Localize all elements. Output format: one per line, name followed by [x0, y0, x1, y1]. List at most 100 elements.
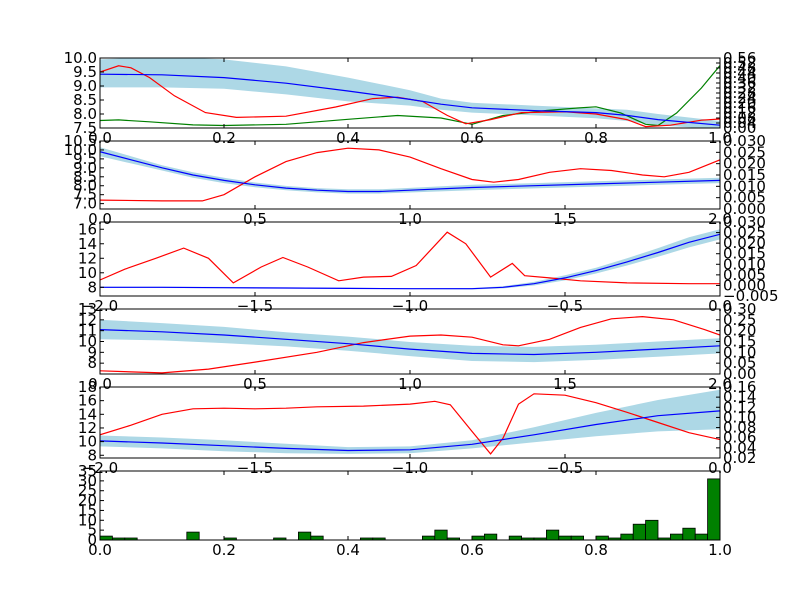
y-tick-label: 13 — [78, 300, 97, 318]
plot-area — [100, 147, 720, 202]
x-tick-label: −2.0 — [82, 459, 118, 477]
x-tick-label: 0.0 — [708, 459, 732, 477]
x-tick-label: −1.0 — [392, 297, 428, 315]
y2-tick-label: 0.10 — [723, 408, 756, 426]
histogram-bar — [558, 535, 572, 540]
y-tick-label: 12 — [78, 311, 97, 329]
y-tick-label: 8.5 — [73, 91, 97, 109]
y-tick-label: 12 — [78, 419, 97, 437]
x-tick-label: 0.0 — [88, 541, 112, 559]
x-tick-label: 0.4 — [336, 541, 360, 559]
confidence-band — [100, 147, 720, 194]
y2-tick-label: 0.020 — [723, 155, 766, 173]
histogram-bar — [632, 523, 647, 540]
y-tick-label: 8.5 — [73, 168, 97, 186]
x-tick-label: 1.0 — [708, 129, 732, 147]
x-tick-label: 2.0 — [708, 375, 732, 393]
y2-tick-label: 0.005 — [723, 189, 766, 207]
y-tick-label: 14 — [78, 405, 97, 423]
y2-tick-label: 0.30 — [723, 300, 756, 318]
mean-line — [100, 410, 720, 452]
histogram-bar — [297, 531, 312, 540]
y2-tick-label: 0.010 — [723, 177, 766, 195]
histogram-bar — [620, 533, 634, 540]
histogram-bar — [273, 537, 287, 540]
histogram-bar — [186, 531, 200, 540]
mean-line — [100, 73, 720, 126]
y-tick-label: 25 — [78, 482, 97, 500]
axes-frame — [99, 470, 721, 541]
y-tick-label: 20 — [78, 492, 97, 510]
y2-tick-label: 0.06 — [723, 429, 756, 447]
y-tick-label: 8 — [87, 354, 97, 372]
panel-5: −2.0 −1.5 −1.0 −0.5 0.0810121416180.020.040.… — [78, 378, 757, 477]
y-tick-label: 15 — [78, 501, 97, 519]
y-tick-label: 12 — [78, 249, 97, 267]
y2-tick-label: 0.12 — [723, 398, 756, 416]
y2-tick-label: 0.000 — [723, 200, 766, 218]
y-tick-label: 11 — [78, 322, 97, 340]
acquisition-line — [100, 147, 720, 202]
y-tick-label: 10.0 — [64, 49, 97, 67]
y-tick-label: 10.0 — [64, 141, 97, 159]
y2-tick-label: 0.12 — [723, 104, 756, 122]
confidence-band — [100, 319, 720, 363]
y2-tick-label: 0.14 — [723, 388, 756, 406]
y-tick-label: 14 — [78, 235, 97, 253]
y2-tick-label: 0.08 — [723, 109, 756, 127]
y-tick-label: 7.0 — [73, 195, 97, 213]
histogram-bar — [570, 535, 585, 540]
y2-tick-label: 0.36 — [723, 74, 756, 92]
y-tick-label: 10 — [78, 511, 97, 529]
y2-tick-label: 0.030 — [723, 132, 766, 150]
y2-tick-label: 0.44 — [723, 64, 756, 82]
x-tick-label: 0.6 — [460, 129, 484, 147]
x-tick-label: 0.2 — [212, 129, 236, 147]
histogram-bar — [446, 537, 461, 540]
x-tick-label: 0.8 — [584, 541, 608, 559]
y-tick-label: 35 — [78, 462, 97, 480]
y-tick-label: 0 — [87, 531, 97, 549]
x-tick-label: 0.4 — [336, 129, 360, 147]
y-tick-label: 30 — [78, 472, 97, 490]
y2-tick-label: 0.015 — [723, 245, 766, 263]
y-tick-label: 8 — [87, 278, 97, 296]
histogram-bar — [471, 535, 485, 540]
y2-tick-label: 0.32 — [723, 79, 756, 97]
y2-tick-label: 0.10 — [723, 343, 756, 361]
histogram-bar — [670, 533, 684, 540]
y2-tick-label: 0.025 — [723, 224, 766, 242]
y2-tick-label: 0.02 — [723, 449, 756, 467]
y2-tick-label: 0.16 — [723, 99, 756, 117]
y2-tick-label: 0.15 — [723, 333, 756, 351]
panel-2: 0.0 0.5 1.0 1.5 2.0 7.07.58.08.59.09.510.010.… — [64, 132, 766, 228]
histogram-bar — [546, 529, 560, 540]
x-tick-label: 1.0 — [398, 210, 422, 228]
y-tick-label: 10 — [78, 433, 97, 451]
y-tick-label: 16 — [78, 392, 97, 410]
y2-tick-label: 0.24 — [723, 89, 756, 107]
mean-line — [100, 233, 720, 290]
y2-tick-label: 0.08 — [723, 419, 756, 437]
y2-tick-label: 0.20 — [723, 322, 756, 340]
mean-line — [100, 329, 720, 356]
confidence-band — [100, 229, 720, 290]
y2-tick-label: 0.20 — [723, 94, 756, 112]
histogram-bar — [310, 535, 324, 540]
x-tick-label: −0.5 — [547, 459, 583, 477]
x-tick-label: −1.0 — [392, 459, 428, 477]
histogram-bar — [421, 535, 436, 540]
y2-tick-label: 0.28 — [723, 84, 756, 102]
histogram-bar — [595, 535, 609, 540]
acquisition-line — [100, 393, 720, 455]
y2-tick-label: 0.56 — [723, 49, 756, 67]
y-tick-label: 9.0 — [73, 159, 97, 177]
histogram-bar — [694, 533, 709, 540]
x-tick-label: 1.0 — [398, 375, 422, 393]
histogram-bar — [124, 537, 138, 540]
y2-tick-label: −0.005 — [723, 287, 779, 305]
y2-tick-label: 0.16 — [723, 378, 756, 396]
x-tick-label: −1.5 — [237, 297, 273, 315]
